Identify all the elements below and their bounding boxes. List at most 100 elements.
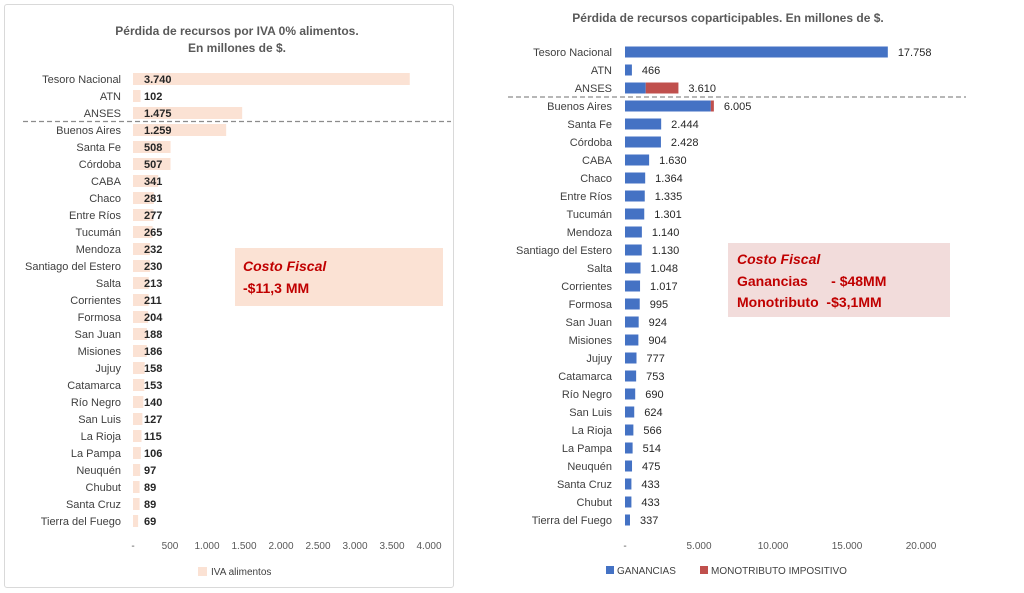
data-label: 433: [641, 497, 659, 509]
bar: [133, 413, 143, 425]
data-label: 106: [144, 448, 162, 460]
data-label: 1.475: [144, 108, 172, 120]
category-label: Mendoza: [567, 227, 613, 239]
bar-ganancias: [625, 154, 650, 166]
x-tick-label: 15.000: [832, 541, 863, 552]
x-tick-label: 500: [162, 541, 179, 552]
bar-ganancias: [625, 280, 641, 292]
coparticipables-chart: Pérdida de recursos coparticipables. En …: [508, 11, 966, 577]
callout-title: Costo Fiscal: [243, 258, 327, 274]
category-label: San Juan: [75, 329, 121, 341]
bar: [133, 294, 149, 306]
category-label: Entre Ríos: [69, 210, 121, 222]
callout-line: -$11,3 MM: [243, 280, 309, 296]
callout-title: Costo Fiscal: [737, 251, 821, 267]
legend-label-ganancias: GANANCIAS: [617, 566, 676, 577]
category-label: Córdoba: [570, 137, 613, 149]
bar: [133, 464, 141, 476]
x-tick-label: 3.500: [379, 541, 404, 552]
category-label: Corrientes: [561, 281, 612, 293]
category-label: Chubut: [86, 482, 121, 494]
x-tick-label: -: [623, 541, 626, 552]
bar-ganancias: [625, 424, 634, 436]
data-label: 624: [644, 407, 662, 419]
bar-ganancias: [625, 190, 645, 202]
bar: [133, 73, 410, 85]
data-label: 466: [642, 65, 660, 77]
category-label: Jujuy: [586, 353, 612, 365]
category-label: ATN: [591, 65, 612, 77]
bar-ganancias: [625, 262, 641, 274]
x-tick-label: 1.500: [231, 541, 256, 552]
bar: [133, 447, 141, 459]
bar: [133, 158, 171, 170]
category-label: La Pampa: [562, 443, 613, 455]
data-label: 1.301: [654, 209, 682, 221]
bar: [133, 328, 147, 340]
bar-ganancias: [625, 352, 637, 364]
data-label: 17.758: [898, 47, 932, 59]
bar-ganancias: [625, 370, 637, 382]
data-label: 186: [144, 346, 162, 358]
bar-ganancias: [625, 478, 632, 490]
data-label: 115: [144, 431, 162, 443]
category-label: Santa Cruz: [66, 499, 121, 511]
category-label: Neuquén: [567, 461, 612, 473]
data-label: 69: [144, 516, 156, 528]
right-chart-panel: Pérdida de recursos coparticipables. En …: [456, 0, 1024, 593]
category-label: Santiago del Estero: [516, 245, 612, 257]
data-label: 433: [641, 479, 659, 491]
bar: [133, 481, 140, 493]
category-label: Catamarca: [67, 380, 122, 392]
data-label: 1.017: [650, 281, 678, 293]
category-label: Salta: [587, 263, 613, 275]
x-tick-label: 3.000: [342, 541, 367, 552]
category-label: Buenos Aires: [547, 101, 612, 113]
data-label: 507: [144, 159, 162, 171]
category-label: Mendoza: [76, 244, 122, 256]
bar-ganancias: [625, 406, 635, 418]
data-label: 3.610: [688, 83, 716, 95]
category-label: Río Negro: [71, 397, 121, 409]
bar-ganancias: [625, 514, 630, 526]
bar-ganancias: [625, 442, 633, 454]
bar: [133, 141, 171, 153]
category-label: San Juan: [566, 317, 612, 329]
bar: [133, 260, 151, 272]
data-label: 2.444: [671, 119, 699, 131]
bar-ganancias: [625, 226, 642, 238]
data-label: 1.140: [652, 227, 680, 239]
data-label: 995: [650, 299, 668, 311]
category-label: Corrientes: [70, 295, 121, 307]
bar-ganancias: [625, 496, 632, 508]
bar: [133, 311, 149, 323]
data-label: 6.005: [724, 101, 752, 113]
chart-title: Pérdida de recursos por IVA 0% alimentos…: [115, 24, 358, 38]
category-label: Buenos Aires: [56, 125, 121, 137]
bar-ganancias: [625, 298, 640, 310]
data-label: 153: [144, 380, 162, 392]
data-label: 211: [144, 295, 162, 307]
category-label: CABA: [91, 176, 122, 188]
bar-ganancias: [625, 172, 646, 184]
category-label: Tesoro Nacional: [42, 74, 121, 86]
bar: [133, 192, 154, 204]
data-label: 3.740: [144, 74, 172, 86]
data-label: 281: [144, 193, 162, 205]
category-label: La Rioja: [572, 425, 613, 437]
x-tick-label: 20.000: [906, 541, 937, 552]
callout-line: Monotributo -$3,1MM: [737, 294, 882, 310]
bar: [133, 243, 151, 255]
category-label: Tierra del Fuego: [532, 515, 612, 527]
bar: [133, 430, 142, 442]
data-label: 1.048: [651, 263, 679, 275]
data-label: 140: [144, 397, 162, 409]
data-label: 341: [144, 176, 162, 188]
x-tick-label: 1.000: [194, 541, 219, 552]
category-label: Córdoba: [79, 159, 122, 171]
x-tick-label: 2.500: [305, 541, 330, 552]
data-label: 904: [648, 335, 666, 347]
category-label: Jujuy: [95, 363, 121, 375]
category-label: Tesoro Nacional: [533, 47, 612, 59]
category-label: ANSES: [84, 108, 121, 120]
